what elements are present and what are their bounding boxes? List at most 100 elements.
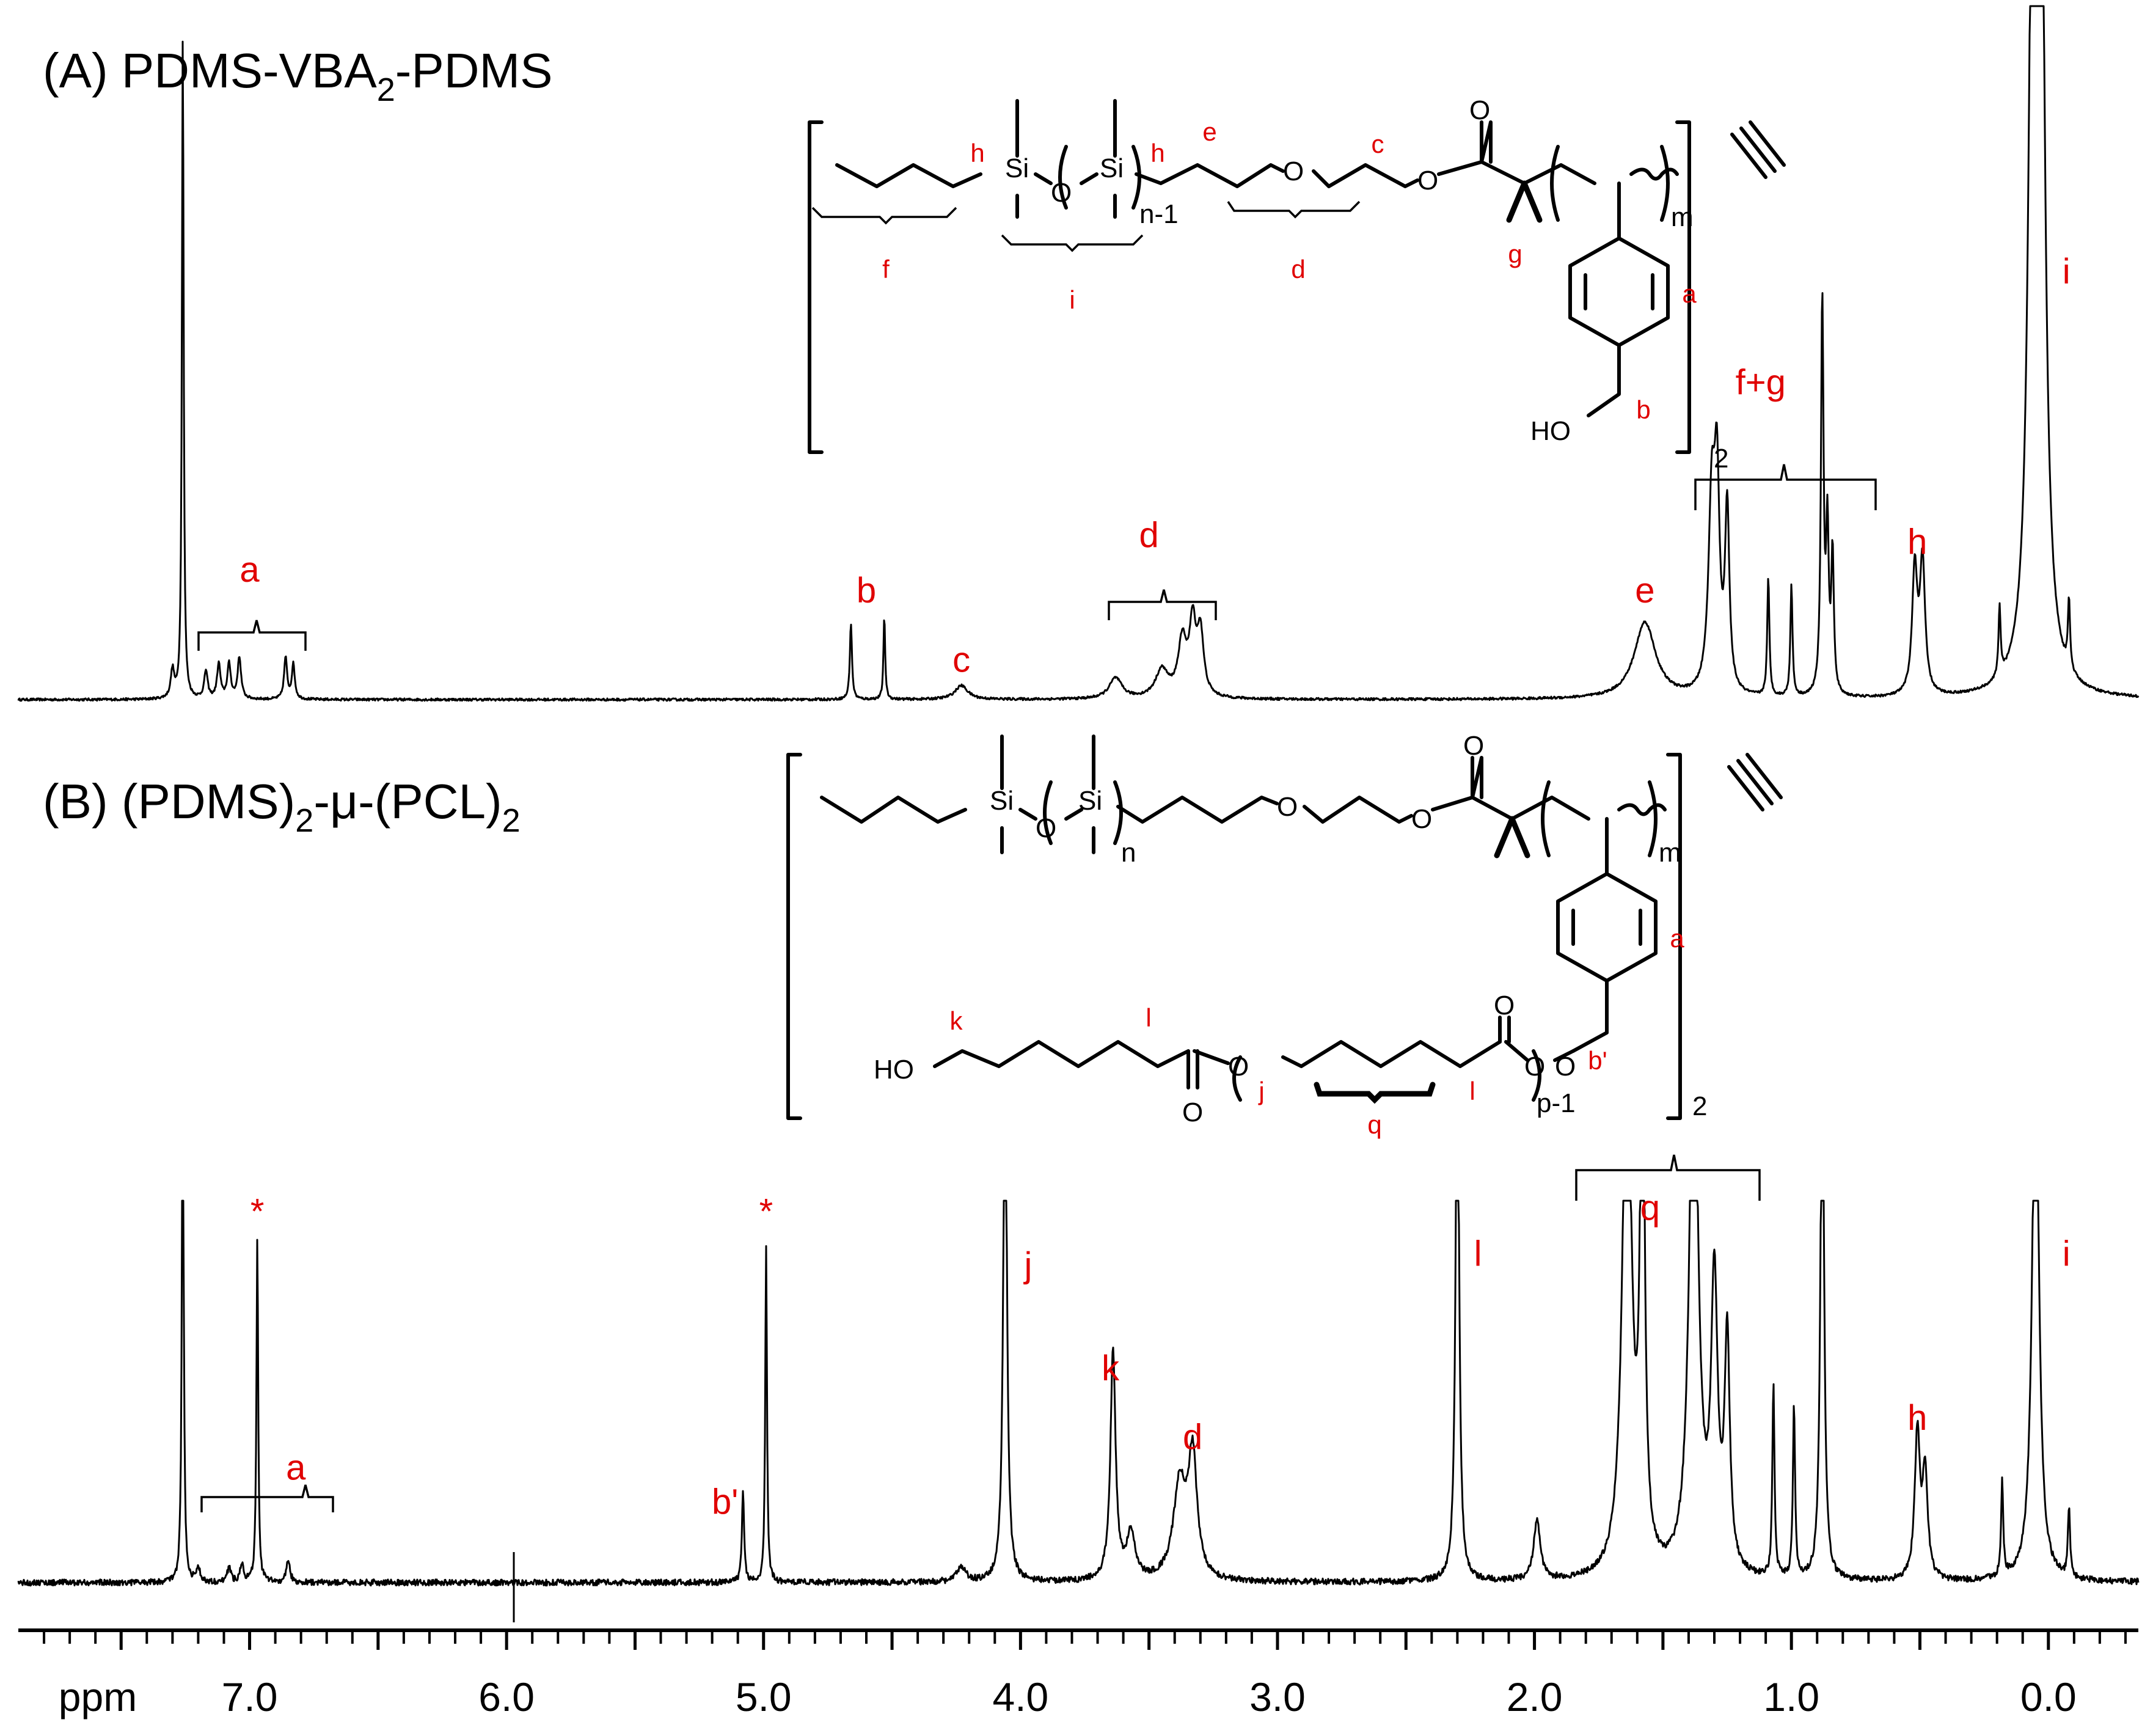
peak-label-a-6: h — [1907, 522, 1927, 562]
structure-a-ring — [1568, 181, 1670, 417]
structure-b-pcl — [933, 1016, 1575, 1102]
structure-b-atom: O — [1228, 1052, 1249, 1082]
structure-a-hashes — [1730, 120, 1786, 179]
x-axis-ticks: 7.0 6.0 5.0 4.0 3.0 2.0 1.0 0.0 — [43, 1630, 2127, 1720]
structure-b-atom: HO — [874, 1055, 914, 1085]
spectrum-b-braces — [200, 1154, 1761, 1512]
structure-b-label: b' — [1588, 1046, 1607, 1075]
structure-a-atom: O — [1283, 156, 1304, 186]
structure-b-subscript: n — [1121, 838, 1136, 868]
structure-b-label: k — [950, 1006, 963, 1035]
structure-a-label: d — [1291, 255, 1305, 284]
peak-label-b-6: d — [1183, 1417, 1202, 1457]
structure-a-atom: HO — [1530, 416, 1571, 446]
structure-a-atom: O — [1469, 95, 1490, 125]
peak-label-b-3: b' — [712, 1482, 738, 1522]
peak-label-a-3: d — [1139, 515, 1159, 555]
structure-a-label: a — [1682, 279, 1697, 308]
structure-b-bracket-right — [1666, 753, 1682, 1120]
structure-b-label: q — [1367, 1110, 1381, 1139]
structure-b-subscript: m — [1659, 838, 1681, 868]
structure-a-atom: Si — [1005, 153, 1029, 183]
structure-a-label: b — [1636, 395, 1650, 424]
structure-b: Si O Si O O O HO O O O O O n m p-1 2 a k… — [786, 731, 1783, 1139]
peak-label-b-9: h — [1907, 1398, 1927, 1438]
structure-a-bracket-right — [1675, 120, 1691, 454]
spectrum-a-braces — [197, 464, 1877, 651]
peak-label-a-0: a — [239, 550, 260, 590]
structure-a-subscript: n-1 — [1139, 199, 1179, 229]
structure-b-paren-m — [1541, 780, 1658, 857]
peak-label-b-8: q — [1640, 1188, 1660, 1228]
peak-label-a-7: i — [2063, 252, 2071, 291]
x-tick-label-0: 7.0 — [222, 1674, 278, 1720]
x-axis-label: ppm — [59, 1674, 137, 1720]
brace-d-ether — [1108, 589, 1217, 620]
peak-label-b-5: k — [1102, 1349, 1120, 1388]
structure-b-methyls — [1494, 816, 1530, 859]
structure-b-label: l — [1146, 1003, 1151, 1032]
structure-b-atom: O — [1036, 813, 1056, 843]
structure-b-label: l — [1469, 1077, 1475, 1105]
panel-b-title: (B) (PDMS)2-μ-(PCL)2 — [43, 774, 521, 839]
structure-b-hashes — [1727, 753, 1783, 811]
peak-label-b-2: a — [286, 1448, 306, 1487]
structure-a-spacer — [1135, 120, 1596, 188]
structure-b-spacer — [1116, 756, 1590, 824]
structure-a-atom: O — [1417, 166, 1438, 196]
brace-q — [1575, 1154, 1761, 1201]
x-tick-label-6: 1.0 — [1763, 1674, 1819, 1720]
structure-a-label: h — [1150, 139, 1164, 167]
structure-b-bracket-left — [786, 753, 802, 1120]
structure-b-label: j — [1257, 1077, 1264, 1105]
spectrum-b-annotations: * * a b' j k d l q h i — [250, 1188, 2071, 1522]
structure-a-label: h — [970, 139, 984, 167]
structure-b-wavy-bond — [1617, 803, 1667, 816]
spectrum-b-trace — [17, 1199, 2140, 1587]
peak-label-b-7: l — [1474, 1234, 1482, 1273]
x-tick-label-5: 2.0 — [1507, 1674, 1563, 1720]
brace-a-aromatic — [197, 620, 307, 651]
structure-b-atom: O — [1494, 991, 1515, 1020]
x-tick-label-4: 3.0 — [1249, 1674, 1306, 1720]
structure-b-atom: O — [1555, 1052, 1576, 1082]
structure-a-methyls — [1506, 180, 1543, 223]
structure-b-paren-n — [1043, 780, 1123, 845]
structure-a-label: g — [1508, 240, 1522, 268]
structure-a-chain — [835, 163, 982, 188]
structure-b-ring — [1556, 817, 1658, 1053]
structure-b-si-bonds — [1000, 734, 1095, 854]
peak-label-a-4: e — [1635, 571, 1654, 610]
peak-label-b-10: i — [2063, 1234, 2071, 1273]
structure-a-atom: O — [1051, 178, 1072, 208]
x-tick-label-1: 6.0 — [478, 1674, 535, 1720]
x-tick-label-2: 5.0 — [736, 1674, 792, 1720]
structure-b-atom: O — [1411, 804, 1432, 834]
structure-a-subscript: 2 — [1714, 444, 1728, 474]
structure-b-subscript: 2 — [1692, 1091, 1707, 1121]
structure-a-si-bonds — [1015, 99, 1117, 219]
structure-a-subscript: m — [1671, 202, 1694, 232]
structure-b-atom: O — [1277, 792, 1298, 822]
structure-a-label: i — [1069, 285, 1075, 314]
structure-b-atom: O — [1182, 1097, 1203, 1127]
peak-label-a-1: b — [857, 571, 876, 610]
structure-b-q-brace — [1314, 1082, 1436, 1104]
structure-b-subscript: p-1 — [1537, 1088, 1576, 1118]
structure-a: Si O Si O O O HO n-1 m 2 f h i h e d c g… — [808, 95, 1786, 474]
peak-label-b-4: j — [1023, 1245, 1033, 1285]
structure-a-brace — [811, 200, 1361, 252]
structure-a-wavy-bond — [1629, 167, 1679, 181]
spectrum-a-trace — [17, 5, 2140, 702]
structure-b-label: a — [1670, 924, 1684, 953]
peak-label-b-0: * — [250, 1192, 265, 1232]
x-tick-label-7: 0.0 — [2020, 1674, 2077, 1720]
structure-b-atom: O — [1463, 731, 1484, 761]
structure-a-atom: Si — [1100, 153, 1124, 183]
brace-f-g — [1694, 464, 1877, 510]
structure-a-label: f — [882, 255, 890, 284]
structure-b-atom: O — [1524, 1052, 1545, 1082]
peak-label-b-1: * — [759, 1192, 773, 1232]
x-tick-label-3: 4.0 — [992, 1674, 1048, 1720]
